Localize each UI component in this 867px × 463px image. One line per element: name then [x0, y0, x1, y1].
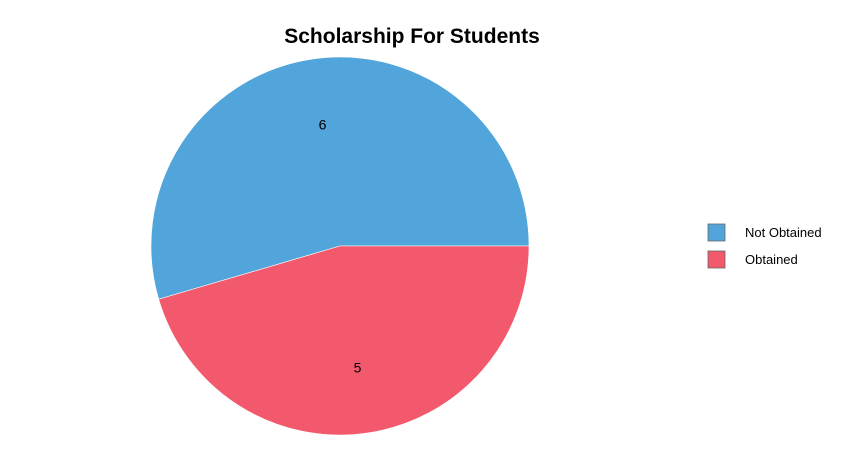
legend-label: Obtained: [745, 252, 798, 267]
pie-slice-labels: 65: [319, 116, 362, 375]
legend-swatch: [707, 223, 726, 242]
chart-title: Scholarship For Students: [284, 25, 540, 48]
slice-value-label: 5: [354, 360, 362, 376]
pie-slices: [150, 56, 530, 436]
pie-slice-not-obtained: [150, 56, 530, 300]
slice-value-label: 6: [319, 116, 327, 132]
legend-swatch: [707, 250, 726, 269]
pie-slice-obtained: [158, 245, 530, 436]
legend-label: Not Obtained: [745, 225, 822, 240]
legend: Not Obtained Obtained: [707, 223, 822, 269]
